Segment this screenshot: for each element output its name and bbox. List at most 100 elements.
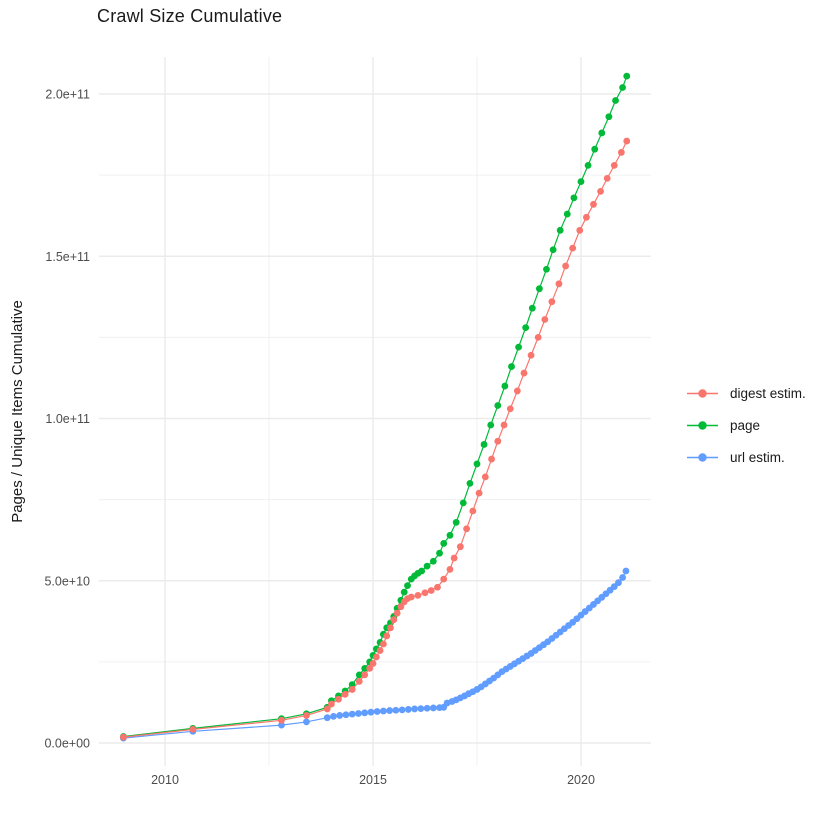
y-tick-label: 1.0e+11 bbox=[45, 412, 90, 426]
data-point-page bbox=[563, 210, 571, 218]
data-point-digest bbox=[456, 543, 464, 551]
y-tick-label: 1.5e+11 bbox=[45, 250, 90, 264]
data-point-digest bbox=[440, 575, 448, 583]
y-tick-label: 0.0e+00 bbox=[44, 737, 90, 751]
series-points-digest bbox=[120, 137, 631, 741]
y-tick-label: 5.0e+10 bbox=[44, 574, 90, 588]
data-point-digest bbox=[380, 640, 387, 648]
data-point-digest bbox=[500, 421, 508, 429]
data-point-digest bbox=[450, 554, 458, 562]
data-point-digest bbox=[434, 583, 441, 591]
data-point-page bbox=[466, 480, 474, 487]
data-point-url bbox=[323, 714, 331, 722]
data-point-page bbox=[429, 557, 437, 565]
legend-key-icon bbox=[687, 388, 718, 398]
data-point-url bbox=[278, 721, 285, 729]
data-point-digest bbox=[541, 316, 549, 323]
data-point-digest bbox=[469, 507, 477, 515]
series-points-url bbox=[120, 567, 630, 742]
data-point-digest bbox=[120, 733, 127, 741]
data-point-page bbox=[418, 567, 426, 575]
data-point-page bbox=[423, 562, 431, 570]
data-point-page bbox=[577, 178, 585, 186]
data-point-digest bbox=[494, 437, 502, 445]
legend-item-digest: digest estim. bbox=[686, 377, 806, 409]
data-point-digest bbox=[355, 677, 363, 685]
data-point-digest bbox=[189, 725, 197, 733]
data-point-digest bbox=[278, 716, 285, 724]
x-tick-label: 2020 bbox=[567, 773, 595, 787]
data-point-page bbox=[536, 285, 543, 293]
series-line-page bbox=[123, 75, 628, 738]
data-point-digest bbox=[323, 705, 331, 713]
data-point-page bbox=[543, 265, 550, 273]
legend-label: url estim. bbox=[730, 449, 785, 465]
data-point-page bbox=[556, 226, 564, 234]
data-point-digest bbox=[481, 473, 489, 481]
data-point-digest bbox=[506, 405, 514, 413]
data-point-page bbox=[612, 97, 619, 104]
data-point-page bbox=[452, 518, 460, 526]
legend-item-url: url estim. bbox=[686, 441, 806, 473]
data-point-digest bbox=[603, 174, 611, 182]
data-point-digest bbox=[387, 624, 394, 632]
data-point-digest bbox=[390, 616, 398, 624]
data-point-page bbox=[549, 246, 557, 254]
data-point-page bbox=[501, 382, 509, 390]
data-point-digest bbox=[576, 226, 584, 234]
data-point-digest bbox=[303, 712, 310, 719]
data-point-page bbox=[440, 540, 448, 547]
data-point-url bbox=[367, 708, 375, 716]
data-point-url bbox=[342, 711, 350, 719]
data-point-url bbox=[348, 710, 356, 718]
data-point-page bbox=[623, 72, 631, 80]
data-point-page bbox=[508, 363, 515, 370]
data-point-url bbox=[417, 705, 425, 713]
data-point-url bbox=[330, 712, 337, 720]
data-point-digest bbox=[376, 647, 384, 654]
data-point-page bbox=[348, 681, 356, 688]
data-point-digest bbox=[463, 525, 470, 533]
data-point-page bbox=[404, 582, 411, 590]
data-point-digest bbox=[393, 609, 401, 617]
data-point-digest bbox=[617, 149, 625, 156]
data-point-url bbox=[392, 706, 400, 714]
data-point-url bbox=[380, 707, 387, 715]
data-point-digest bbox=[590, 200, 597, 208]
data-point-digest bbox=[555, 280, 563, 288]
data-point-url bbox=[423, 704, 431, 712]
data-point-digest bbox=[520, 369, 528, 377]
data-point-digest bbox=[446, 565, 454, 573]
data-point-digest bbox=[383, 632, 391, 640]
data-point-digest bbox=[407, 593, 415, 601]
data-point-page bbox=[619, 84, 626, 91]
y-tick-label: 2.0e+11 bbox=[45, 88, 90, 102]
data-point-digest bbox=[397, 603, 405, 611]
data-point-page bbox=[591, 145, 599, 153]
data-point-digest bbox=[569, 244, 577, 252]
data-point-page bbox=[522, 324, 530, 332]
data-point-digest bbox=[548, 298, 556, 306]
data-point-digest bbox=[361, 671, 369, 679]
data-point-url bbox=[398, 706, 406, 714]
y-axis-title: Pages / Unique Items Cumulative bbox=[9, 300, 26, 523]
x-tick-label: 2015 bbox=[359, 773, 387, 787]
legend-label: page bbox=[730, 417, 761, 433]
legend-key-icon bbox=[687, 452, 718, 462]
data-point-page bbox=[361, 664, 369, 672]
data-point-digest bbox=[427, 587, 435, 594]
data-point-digest bbox=[623, 137, 631, 145]
chart-title: Crawl Size Cumulative bbox=[97, 6, 283, 26]
data-point-page bbox=[598, 129, 606, 137]
data-point-url bbox=[361, 709, 369, 717]
data-point-digest bbox=[369, 660, 377, 667]
data-point-digest bbox=[366, 664, 374, 672]
data-point-url bbox=[303, 718, 310, 726]
data-point-page bbox=[515, 343, 522, 351]
data-point-url bbox=[622, 567, 630, 575]
data-point-url bbox=[386, 707, 394, 714]
data-point-digest bbox=[534, 333, 542, 341]
data-point-page bbox=[584, 161, 592, 169]
data-point-digest bbox=[475, 489, 483, 497]
